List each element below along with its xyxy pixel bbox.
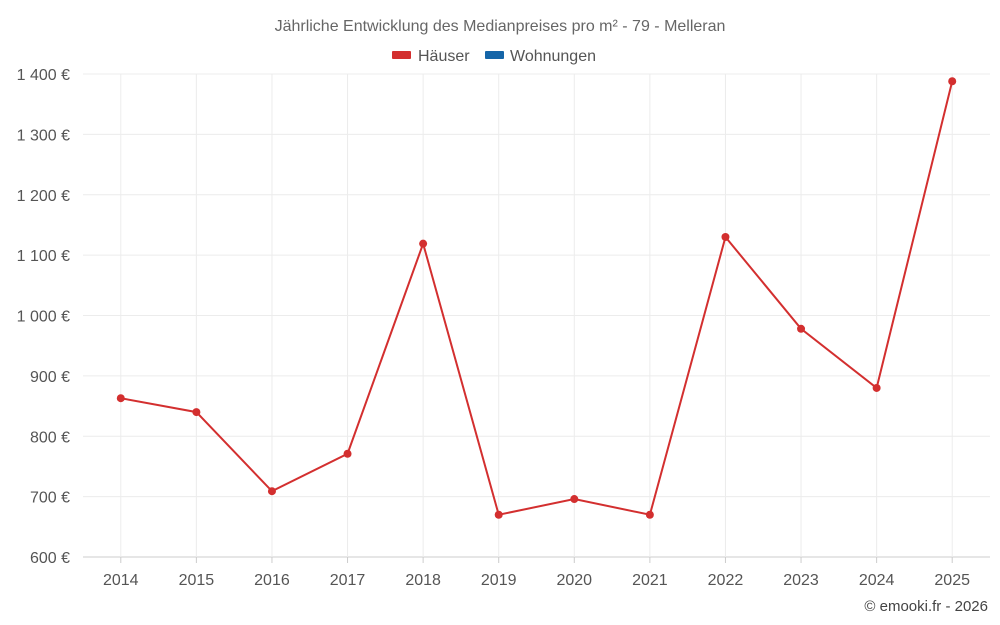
- legend-label[interactable]: Wohnungen: [510, 48, 596, 65]
- credit-text: © emooki.fr - 2026: [864, 598, 988, 615]
- grid: [83, 73, 990, 558]
- data-point[interactable]: [116, 394, 125, 403]
- x-tick-label: 2018: [405, 572, 441, 589]
- y-axis: 600 € 700 € 800 € 900 € 1 000 € 1 100 € 1 200 …: [17, 67, 70, 567]
- data-point[interactable]: [192, 408, 201, 417]
- y-tick-label: 1 400 €: [17, 67, 70, 84]
- x-tick-label: 2025: [934, 572, 970, 589]
- x-tick-label: 2022: [708, 572, 744, 589]
- x-tick-label: 2016: [254, 572, 290, 589]
- data-point[interactable]: [419, 239, 428, 248]
- series-layer: [116, 77, 957, 519]
- data-point[interactable]: [645, 510, 654, 519]
- legend-label[interactable]: Häuser: [418, 48, 470, 65]
- legend-swatch: [485, 51, 504, 59]
- y-tick-label: 1 300 €: [17, 127, 70, 144]
- data-point[interactable]: [872, 383, 881, 392]
- y-tick-label: 1 000 €: [17, 309, 70, 326]
- data-point[interactable]: [797, 324, 806, 333]
- y-tick-label: 600 €: [30, 550, 70, 567]
- y-tick-label: 1 200 €: [17, 188, 70, 205]
- x-tick-label: 2019: [481, 572, 517, 589]
- legend: Häuser Wohnungen: [392, 48, 596, 65]
- x-tick-label: 2023: [783, 572, 819, 589]
- y-tick-label: 900 €: [30, 369, 70, 386]
- data-point[interactable]: [721, 233, 730, 242]
- x-tick-label: 2021: [632, 572, 668, 589]
- data-point[interactable]: [948, 77, 957, 86]
- legend-swatch: [392, 51, 411, 59]
- data-point[interactable]: [570, 495, 579, 504]
- y-tick-label: 700 €: [30, 490, 70, 507]
- y-tick-label: 1 100 €: [17, 248, 70, 265]
- x-tick-label: 2024: [859, 572, 895, 589]
- x-tick-label: 2020: [556, 572, 592, 589]
- data-point[interactable]: [267, 487, 276, 496]
- data-point[interactable]: [343, 449, 352, 458]
- y-tick-label: 800 €: [30, 429, 70, 446]
- chart-title: Jährliche Entwicklung des Medianpreises …: [275, 18, 726, 35]
- data-point[interactable]: [494, 510, 503, 519]
- series-line: [120, 81, 954, 516]
- x-axis: 2014 2015 2016 2017 2018 2019 2020 2021 2022 2023…: [103, 557, 970, 589]
- x-tick-label: 2017: [330, 572, 366, 589]
- x-tick-label: 2015: [179, 572, 215, 589]
- x-tick-label: 2014: [103, 572, 139, 589]
